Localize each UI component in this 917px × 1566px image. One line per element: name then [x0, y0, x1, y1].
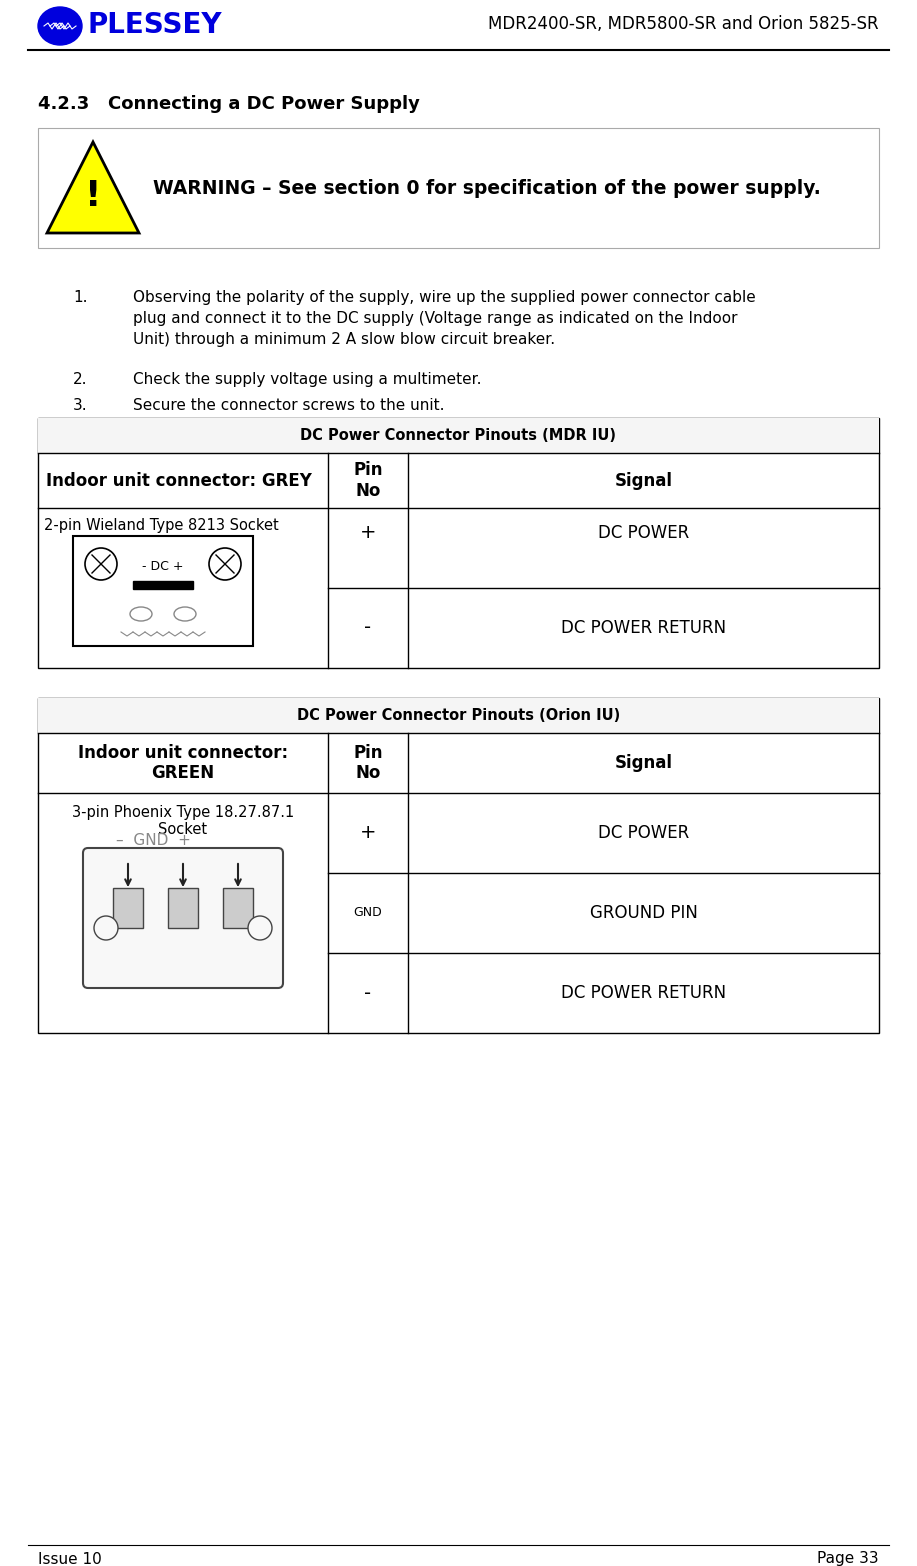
Text: +: +: [359, 523, 376, 542]
Bar: [223, 888, 253, 929]
Text: -: -: [364, 619, 371, 637]
Text: PLESSEY: PLESSEY: [88, 11, 223, 39]
Text: WARNING – See section 0 for specification of the power supply.: WARNING – See section 0 for specificatio…: [153, 179, 821, 197]
Text: Secure the connector screws to the unit.: Secure the connector screws to the unit.: [133, 398, 445, 413]
Circle shape: [209, 548, 241, 579]
Text: !: !: [84, 179, 101, 213]
Bar: [113, 888, 143, 929]
Bar: [133, 581, 193, 589]
Text: 4.2.3   Connecting a DC Power Supply: 4.2.3 Connecting a DC Power Supply: [38, 96, 420, 113]
Text: -: -: [364, 983, 371, 1002]
Text: DC Power Connector Pinouts (Orion IU): DC Power Connector Pinouts (Orion IU): [297, 708, 620, 723]
Text: Signal: Signal: [614, 471, 672, 490]
Bar: [38, 698, 879, 733]
Text: Indoor unit connector: GREY: Indoor unit connector: GREY: [46, 471, 312, 490]
Bar: [73, 536, 253, 647]
Text: 3-pin Phoenix Type 18.27.87.1
Socket: 3-pin Phoenix Type 18.27.87.1 Socket: [72, 805, 294, 838]
Ellipse shape: [38, 6, 82, 45]
Text: –  GND  +: – GND +: [116, 833, 191, 849]
Text: DC POWER RETURN: DC POWER RETURN: [561, 619, 726, 637]
Circle shape: [248, 916, 272, 940]
Bar: [38, 698, 879, 1034]
Circle shape: [94, 916, 118, 940]
Text: GROUND PIN: GROUND PIN: [590, 904, 698, 922]
Ellipse shape: [174, 608, 196, 622]
Text: +: +: [359, 824, 376, 843]
Text: Pin
No: Pin No: [353, 744, 382, 783]
FancyBboxPatch shape: [83, 849, 283, 988]
Text: Page 33: Page 33: [817, 1552, 879, 1566]
Text: DC Power Connector Pinouts (MDR IU): DC Power Connector Pinouts (MDR IU): [301, 428, 616, 443]
Text: Signal: Signal: [614, 753, 672, 772]
Text: 2-pin Wieland Type 8213 Socket: 2-pin Wieland Type 8213 Socket: [44, 518, 279, 532]
Text: DC POWER RETURN: DC POWER RETURN: [561, 983, 726, 1002]
Text: Observing the polarity of the supply, wire up the supplied power connector cable: Observing the polarity of the supply, wi…: [133, 290, 756, 348]
Polygon shape: [47, 143, 139, 233]
Bar: [38, 418, 879, 453]
Text: DC POWER: DC POWER: [598, 824, 689, 843]
Text: MDR2400-SR, MDR5800-SR and Orion 5825-SR: MDR2400-SR, MDR5800-SR and Orion 5825-SR: [489, 16, 879, 33]
Bar: [38, 418, 879, 669]
Text: Check the supply voltage using a multimeter.: Check the supply voltage using a multime…: [133, 373, 481, 387]
Text: Indoor unit connector:
GREEN: Indoor unit connector: GREEN: [78, 744, 288, 783]
Text: DC POWER: DC POWER: [598, 525, 689, 542]
Bar: [168, 888, 198, 929]
Text: GND: GND: [354, 907, 382, 919]
Text: Issue 10: Issue 10: [38, 1552, 102, 1566]
Ellipse shape: [130, 608, 152, 622]
Text: 1.: 1.: [73, 290, 87, 305]
Bar: [38, 128, 879, 247]
Text: - DC +: - DC +: [142, 559, 183, 573]
Text: 3.: 3.: [73, 398, 88, 413]
Text: 2.: 2.: [73, 373, 87, 387]
Circle shape: [85, 548, 117, 579]
Text: Pin
No: Pin No: [353, 460, 382, 500]
